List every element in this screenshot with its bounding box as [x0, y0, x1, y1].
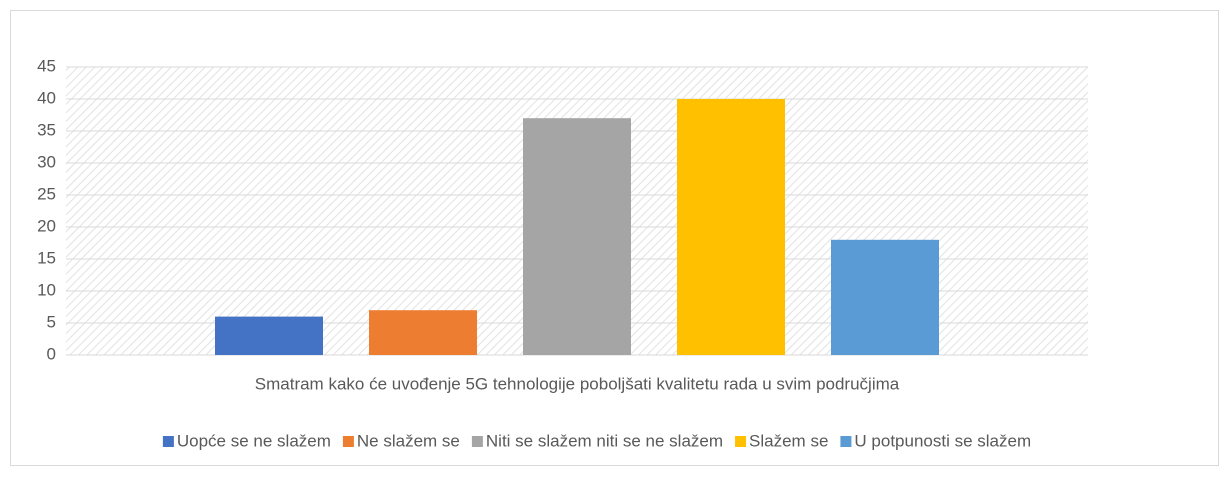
- x-tick-label: Smatram kako će uvođenje 5G tehnologije …: [255, 374, 900, 393]
- bar: [215, 316, 323, 355]
- legend-swatch: [735, 436, 747, 447]
- legend-swatch: [162, 436, 174, 447]
- y-tick-label: 25: [37, 184, 56, 203]
- bar: [369, 310, 477, 355]
- y-tick-label: 45: [37, 56, 56, 75]
- y-tick-label: 40: [37, 88, 56, 107]
- bar: [831, 239, 939, 355]
- y-tick-label: 30: [37, 152, 56, 171]
- legend-label: Niti se slažem niti se ne slažem: [486, 431, 723, 450]
- legend-label: U potpunosti se slažem: [854, 431, 1031, 450]
- y-tick-label: 0: [47, 344, 56, 363]
- bar: [523, 118, 631, 355]
- y-tick-label: 15: [37, 248, 56, 267]
- y-tick-label: 20: [37, 216, 56, 235]
- y-tick-label: 5: [47, 312, 56, 331]
- legend-swatch: [471, 436, 483, 447]
- legend-label: Uopće se ne slažem: [177, 431, 331, 450]
- legend-label: Ne slažem se: [357, 431, 460, 450]
- bar: [677, 99, 785, 355]
- y-tick-label: 10: [37, 280, 56, 299]
- legend-swatch: [840, 436, 852, 447]
- legend-swatch: [342, 436, 354, 447]
- y-tick-label: 35: [37, 120, 56, 139]
- legend-label: Slažem se: [749, 431, 828, 450]
